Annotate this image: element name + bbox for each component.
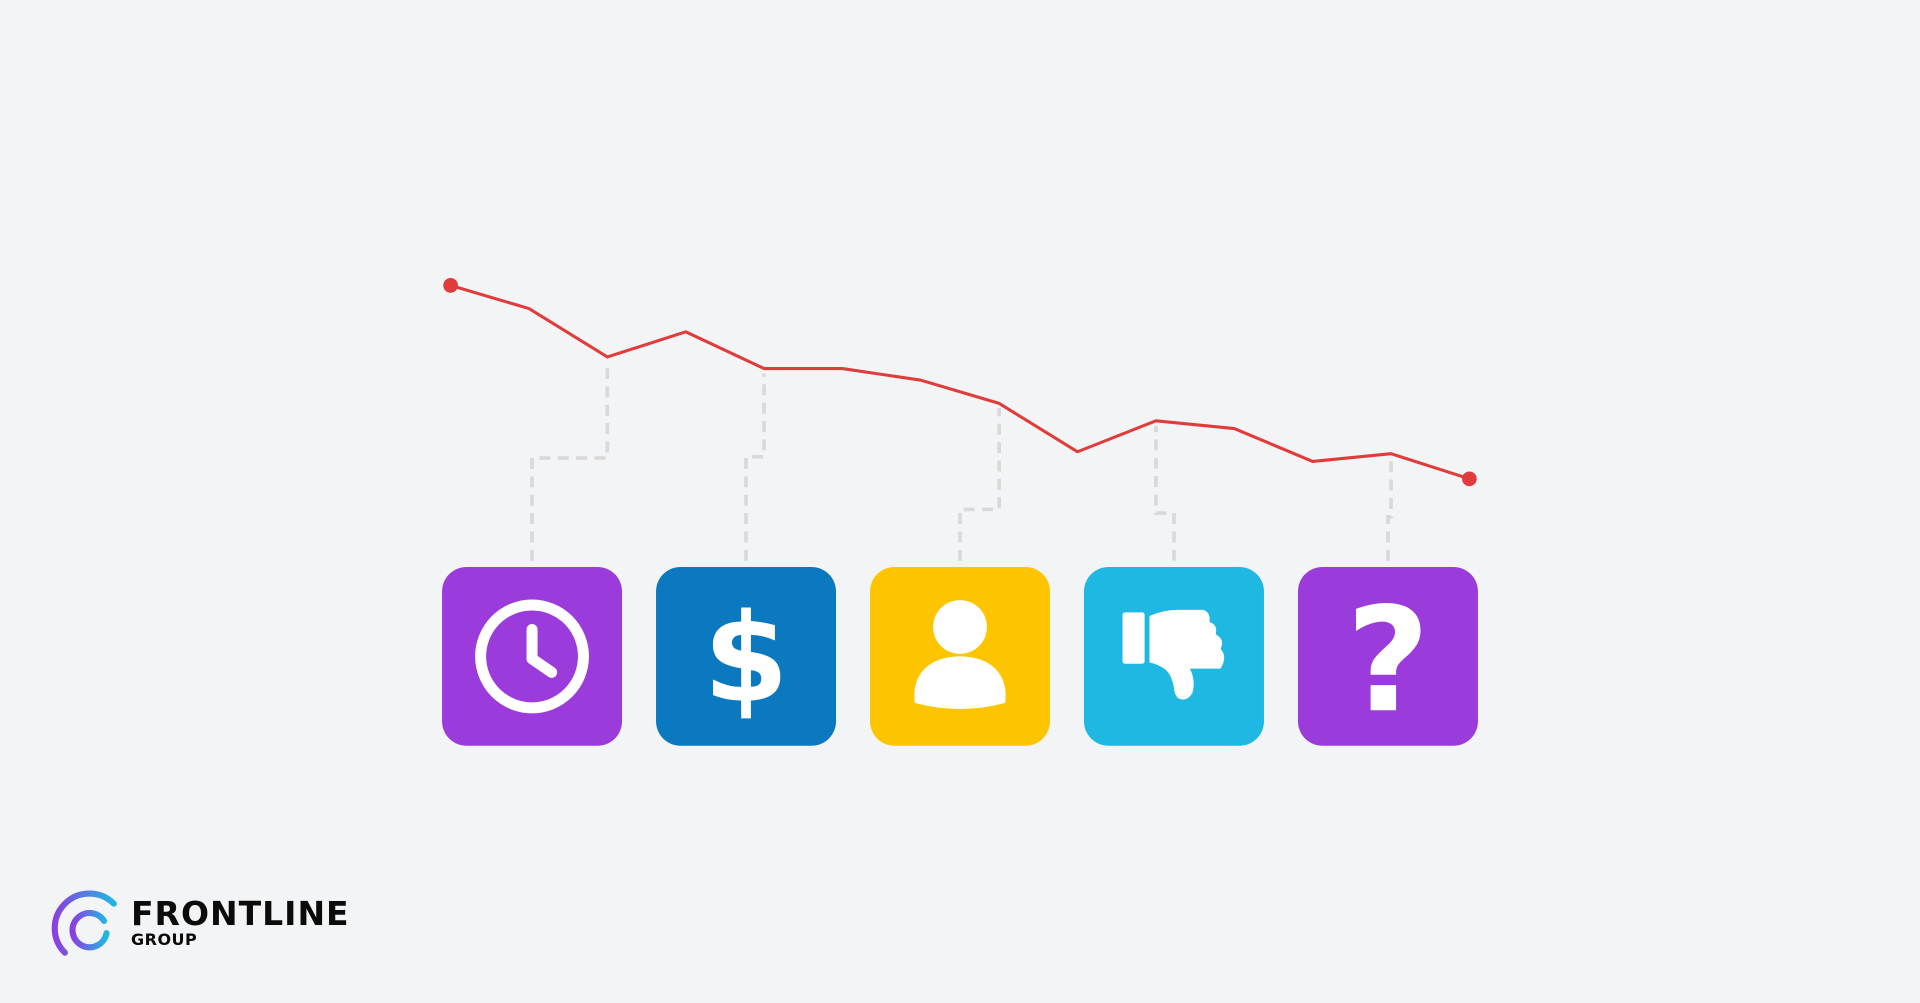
trend-line [443,278,1477,487]
trend-line-path [450,283,1470,481]
card-4 [1083,567,1264,746]
dashed-connector [530,361,610,561]
svg-text:?: ? [1346,577,1430,745]
dashed-connector [958,408,1002,561]
frontline-logo: FRONTLINE GROUP [131,897,350,949]
dashed-connector [1386,458,1393,561]
question-icon: ? [1346,577,1430,745]
thumbs-down-icon [1122,609,1225,700]
card-1 [442,567,623,746]
card-3 [870,567,1050,746]
dollar-icon: $ [703,586,788,729]
icon-cards: $? [442,567,1478,746]
dashed-connectors [530,361,1393,561]
logo-name: FRONTLINE [131,894,350,933]
card-background [656,567,837,746]
dashed-connector [744,373,766,561]
end-point-marker [1462,471,1477,487]
card-2: $ [656,567,837,746]
frontline-logo-mark [51,890,119,956]
svg-text:$: $ [703,586,788,729]
user-icon [914,600,1006,710]
dashed-connector [1154,425,1176,561]
start-point-marker [443,278,458,293]
card-background [1297,567,1478,746]
logo-sub: GROUP [131,930,198,949]
clock-icon [475,599,589,714]
card-5: ? [1297,567,1478,746]
